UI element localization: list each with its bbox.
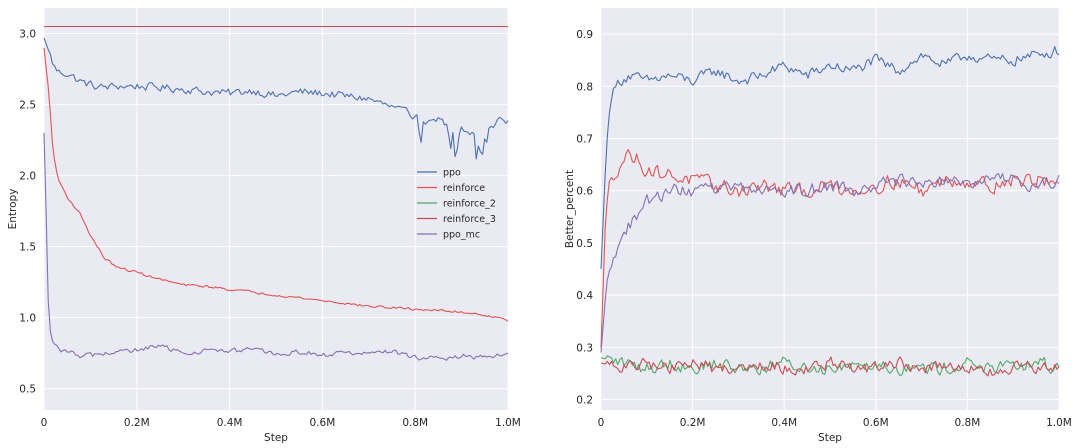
x-axis-label: Step: [264, 432, 288, 444]
series-line-ppo-mc: [600, 172, 1060, 353]
chart-panel-2: 0.2 0.3 0.4 0.5 0.6 0.7 0.8 0.9 0 0.2M 0.4M 0.6M 0.8…: [564, 8, 1072, 444]
x-tick-label: 0.4M: [771, 417, 797, 429]
x-axis-label: Step: [818, 432, 842, 444]
x-tick-label: 0.6M: [863, 417, 889, 429]
legend-label-ppo: ppo: [443, 168, 461, 179]
y-tick-label: 2.5: [19, 100, 36, 112]
y-tick-label: 0.8: [576, 81, 593, 93]
legend-label-reinforce-3: reinforce_3: [443, 214, 496, 225]
y-tick-label: 0.3: [576, 342, 593, 354]
x-tick-label: 0.8M: [402, 417, 428, 429]
legend: ppo reinforce reinforce_2 reinforce_3 ppo_mc: [417, 168, 496, 241]
y-tick-label: 0.7: [576, 134, 593, 146]
chart-panel-1: 0.5 1.0 1.5 2.0 2.5 3.0 0 0.2M 0.4M 0.6M 0.8M 1.0M S…: [7, 8, 521, 444]
y-axis-label: Better_percent: [564, 170, 576, 248]
y-tick-label: 0.5: [576, 238, 593, 250]
y-tick-label: 0.6: [576, 186, 593, 198]
y-tick-label: 2.0: [19, 171, 36, 183]
x-tick-label: 0.4M: [217, 417, 243, 429]
y-tick-label: 0.9: [576, 29, 593, 41]
x-tick-label: 0: [41, 417, 48, 429]
plot-background: [44, 8, 508, 410]
x-tick-label: 1.0M: [1046, 417, 1072, 429]
x-tick-label: 0.2M: [124, 417, 150, 429]
series-line-reinforce: [600, 149, 1060, 348]
x-tick-label: 0.2M: [680, 417, 706, 429]
y-tick-label: 3.0: [19, 29, 36, 41]
legend-label-reinforce-2: reinforce_2: [443, 199, 496, 210]
y-tick-label: 0.5: [19, 384, 36, 396]
x-tick-label: 1.0M: [495, 417, 521, 429]
y-tick-label: 1.5: [19, 242, 36, 254]
series-line-ppo: [43, 37, 509, 160]
series-line-ppo-mc: [43, 132, 509, 361]
legend-label-ppo-mc: ppo_mc: [443, 230, 480, 241]
series-line-reinforce: [43, 47, 509, 322]
series-line-reinforce-3: [600, 356, 1060, 377]
x-tick-label: 0.8M: [955, 417, 981, 429]
x-tick-label: 0.6M: [310, 417, 336, 429]
y-tick-label: 0.2: [576, 395, 593, 407]
y-tick-label: 1.0: [19, 313, 36, 325]
plot-background: [601, 8, 1059, 410]
series-line-ppo: [600, 46, 1060, 270]
legend-label-reinforce: reinforce: [443, 183, 485, 194]
x-tick-label: 0: [598, 417, 605, 429]
y-tick-label: 0.4: [576, 290, 593, 302]
y-axis-label: Entropy: [7, 189, 19, 230]
